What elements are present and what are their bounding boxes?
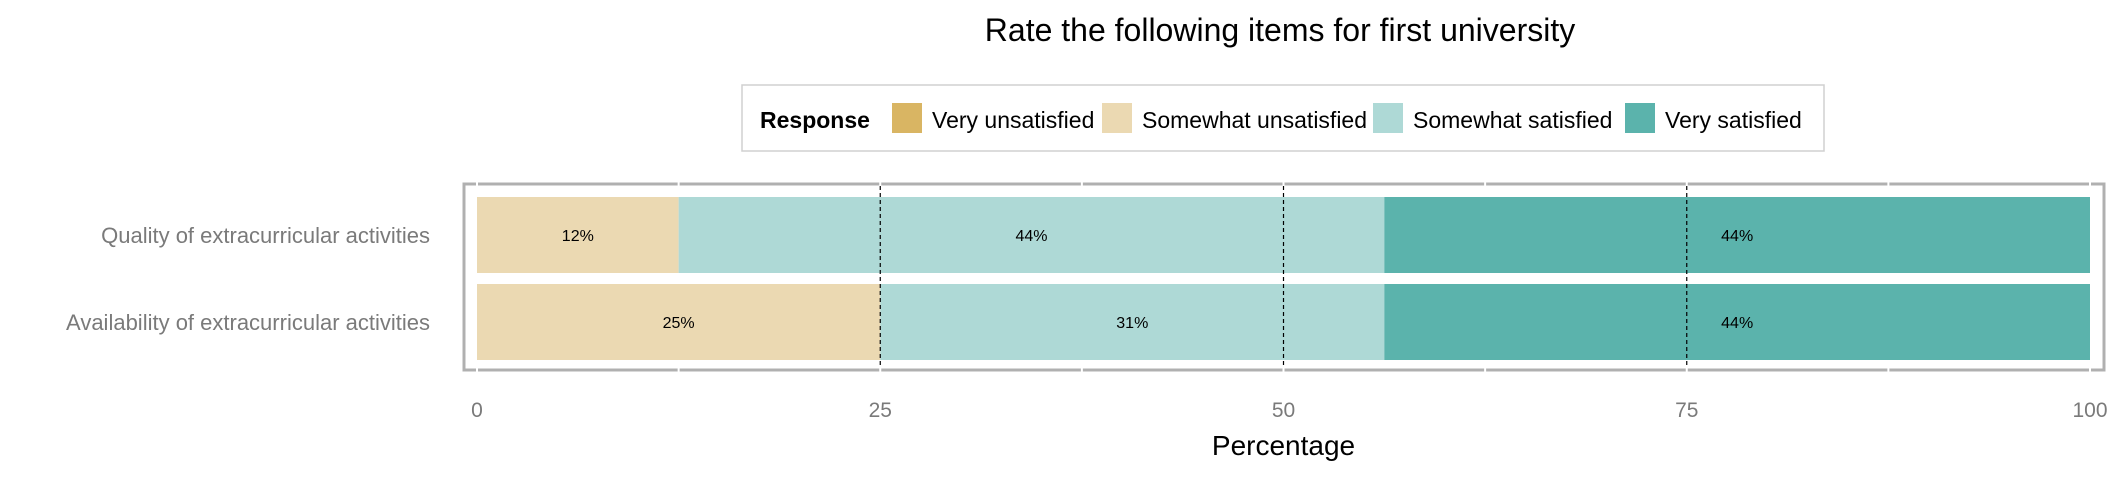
legend-key-very-satisfied — [1625, 103, 1655, 133]
x-tick-label: 75 — [1675, 399, 1698, 422]
legend: Response Very unsatisfied Somewhat unsatis… — [741, 84, 1825, 152]
bar-very-satisfied-2 — [1384, 284, 2090, 360]
category-label: Quality of extracurricular activities — [101, 223, 430, 248]
chart-title: Rate the following items for first unive… — [984, 12, 1576, 48]
bars — [477, 186, 2090, 368]
x-tick-label: 50 — [1272, 399, 1295, 422]
legend-key-somewhat-satisfied — [1373, 103, 1403, 133]
category-labels: Quality of extracurricular activities Ava… — [66, 223, 430, 335]
data-label: 31% — [1116, 315, 1148, 332]
x-tick-label: 0 — [471, 399, 483, 422]
bar-somewhat-satisfied-2 — [880, 284, 1385, 360]
legend-label: Very satisfied — [1665, 107, 1802, 133]
bar-somewhat-satisfied-1 — [678, 197, 1385, 273]
data-label: 44% — [1721, 228, 1753, 245]
data-labels: 12% 44% 44% 25% 31% 44% — [562, 228, 1753, 332]
data-label: 12% — [562, 228, 594, 245]
legend-label: Somewhat unsatisfied — [1142, 107, 1367, 133]
legend-label: Very unsatisfied — [932, 107, 1094, 133]
x-tick-label: 25 — [869, 399, 892, 422]
bar-somewhat-unsatisfied-1 — [477, 197, 679, 273]
x-tick-label: 100 — [2072, 399, 2107, 422]
x-tick-labels: 0 25 50 75 100 — [471, 399, 2107, 422]
bar-somewhat-unsatisfied-2 — [477, 284, 881, 360]
legend-label: Somewhat satisfied — [1413, 107, 1612, 133]
bar-very-satisfied-1 — [1384, 197, 2090, 273]
x-axis-title: Percentage — [1212, 430, 1355, 461]
data-label: 44% — [1721, 315, 1753, 332]
data-label: 44% — [1015, 228, 1047, 245]
category-label: Availability of extracurricular activiti… — [66, 310, 430, 335]
legend-key-very-unsatisfied — [892, 103, 922, 133]
data-label: 25% — [663, 315, 695, 332]
legend-title: Response — [760, 107, 870, 133]
legend-key-somewhat-unsatisfied — [1102, 103, 1132, 133]
